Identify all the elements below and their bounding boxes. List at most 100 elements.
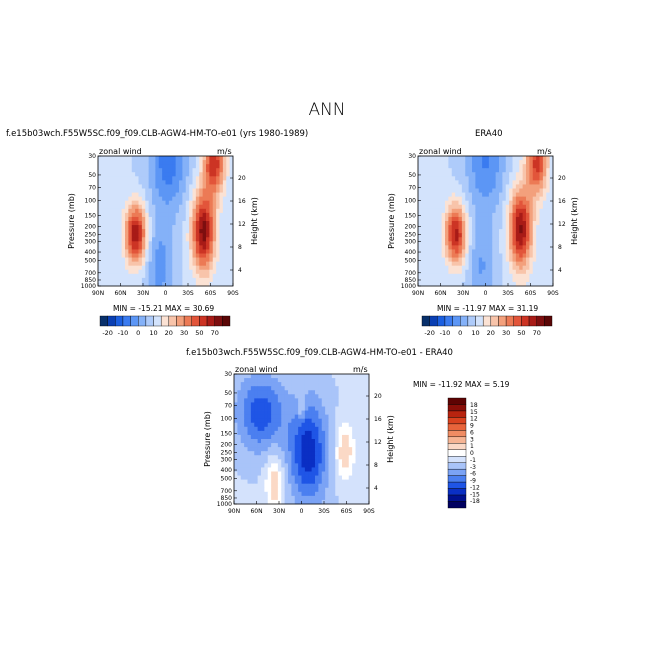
contour-cell bbox=[358, 406, 363, 411]
contour-cell bbox=[264, 483, 269, 489]
contour-cell bbox=[261, 443, 265, 448]
colorbar-swatch bbox=[176, 315, 185, 327]
contour-cell bbox=[418, 172, 422, 177]
contour-cell bbox=[441, 160, 446, 165]
contour-cell bbox=[308, 451, 313, 456]
y-tick-label: 100 bbox=[405, 198, 417, 205]
contour-cell bbox=[145, 249, 150, 254]
contour-cell bbox=[247, 439, 252, 444]
panel-model-stats: MIN = -15.21 MAX = 30.69 bbox=[113, 304, 215, 313]
contour-cell bbox=[141, 245, 146, 250]
contour-cell bbox=[532, 168, 537, 173]
contour-cell bbox=[250, 410, 255, 416]
contour-cell bbox=[128, 172, 133, 177]
contour-cell bbox=[141, 261, 146, 267]
contour-cell bbox=[104, 241, 109, 246]
contour-cell bbox=[488, 204, 493, 210]
contour-cell bbox=[495, 180, 500, 185]
contour-cell bbox=[505, 212, 510, 218]
contour-cell bbox=[281, 394, 286, 399]
contour-cell bbox=[202, 188, 207, 193]
contour-cell bbox=[118, 261, 123, 267]
contour-cell bbox=[111, 233, 116, 238]
contour-cell bbox=[294, 374, 299, 379]
contour-cell bbox=[482, 269, 486, 275]
contour-cell bbox=[502, 160, 507, 165]
contour-cell bbox=[338, 374, 343, 379]
contour-cell bbox=[261, 479, 265, 485]
contour-cell bbox=[158, 188, 163, 193]
colorbar-swatch bbox=[206, 315, 215, 327]
contour-cell bbox=[482, 249, 486, 254]
contour-cell bbox=[485, 249, 490, 254]
contour-cell bbox=[321, 434, 326, 440]
contour-cell bbox=[468, 184, 473, 189]
contour-cell bbox=[441, 156, 446, 161]
contour-cell bbox=[342, 410, 346, 416]
contour-cell bbox=[261, 483, 265, 489]
contour-cell bbox=[294, 463, 299, 468]
contour-cell bbox=[192, 269, 197, 275]
contour-cell bbox=[519, 245, 524, 250]
contour-cell bbox=[185, 257, 190, 263]
contour-cell bbox=[298, 499, 302, 505]
contour-cell bbox=[335, 394, 340, 399]
contour-cell bbox=[418, 229, 422, 234]
contour-cell bbox=[542, 269, 547, 275]
contour-cell bbox=[145, 200, 150, 206]
contour-cell bbox=[428, 164, 432, 169]
contour-cell bbox=[539, 249, 544, 254]
contour-cell bbox=[485, 273, 490, 279]
contour-cell bbox=[98, 172, 102, 177]
contour-cell bbox=[131, 200, 136, 206]
contour-cell bbox=[101, 160, 106, 165]
contour-cell bbox=[209, 192, 214, 198]
contour-cell bbox=[148, 229, 153, 234]
contour-cell bbox=[104, 180, 109, 185]
contour-cell bbox=[152, 261, 156, 267]
contour-cell bbox=[274, 479, 279, 485]
contour-cell bbox=[311, 386, 316, 391]
contour-cell bbox=[468, 216, 473, 222]
contour-cell bbox=[539, 156, 544, 161]
contour-cell bbox=[209, 245, 214, 250]
contour-cell bbox=[492, 200, 497, 206]
contour-cell bbox=[108, 241, 112, 246]
contour-cell bbox=[298, 374, 302, 379]
contour-cell bbox=[277, 463, 282, 468]
contour-cell bbox=[284, 422, 289, 428]
contour-cell bbox=[172, 176, 177, 181]
contour-cell bbox=[288, 386, 292, 391]
panel-diff-stats: MIN = -11.92 MAX = 5.19 bbox=[413, 380, 510, 389]
contour-cell bbox=[546, 176, 551, 181]
contour-cell bbox=[509, 265, 513, 271]
contour-cell bbox=[451, 249, 456, 254]
contour-cell bbox=[539, 164, 544, 169]
contour-cell bbox=[199, 237, 204, 242]
contour-cell bbox=[212, 212, 217, 218]
contour-cell bbox=[304, 374, 309, 379]
contour-cell bbox=[522, 257, 527, 263]
contour-cell bbox=[267, 487, 272, 493]
contour-cell bbox=[172, 281, 177, 287]
contour-cell bbox=[104, 273, 109, 279]
contour-cell bbox=[162, 208, 166, 214]
contour-cell bbox=[495, 225, 500, 230]
contour-cell bbox=[515, 229, 520, 234]
contour-cell bbox=[219, 253, 224, 258]
contour-cell bbox=[274, 394, 279, 399]
contour-cell bbox=[509, 156, 513, 161]
contour-cell bbox=[111, 212, 116, 218]
contour-cell bbox=[131, 273, 136, 279]
contour-cell bbox=[254, 471, 259, 476]
contour-cell bbox=[274, 410, 279, 416]
contour-cell bbox=[219, 229, 224, 234]
contour-cell bbox=[522, 253, 527, 258]
contour-cell bbox=[172, 156, 177, 161]
contour-cell bbox=[328, 386, 333, 391]
contour-cell bbox=[539, 233, 544, 238]
contour-cell bbox=[185, 245, 190, 250]
contour-cell bbox=[458, 225, 463, 230]
contour-cell bbox=[158, 180, 163, 185]
contour-cell bbox=[125, 241, 129, 246]
